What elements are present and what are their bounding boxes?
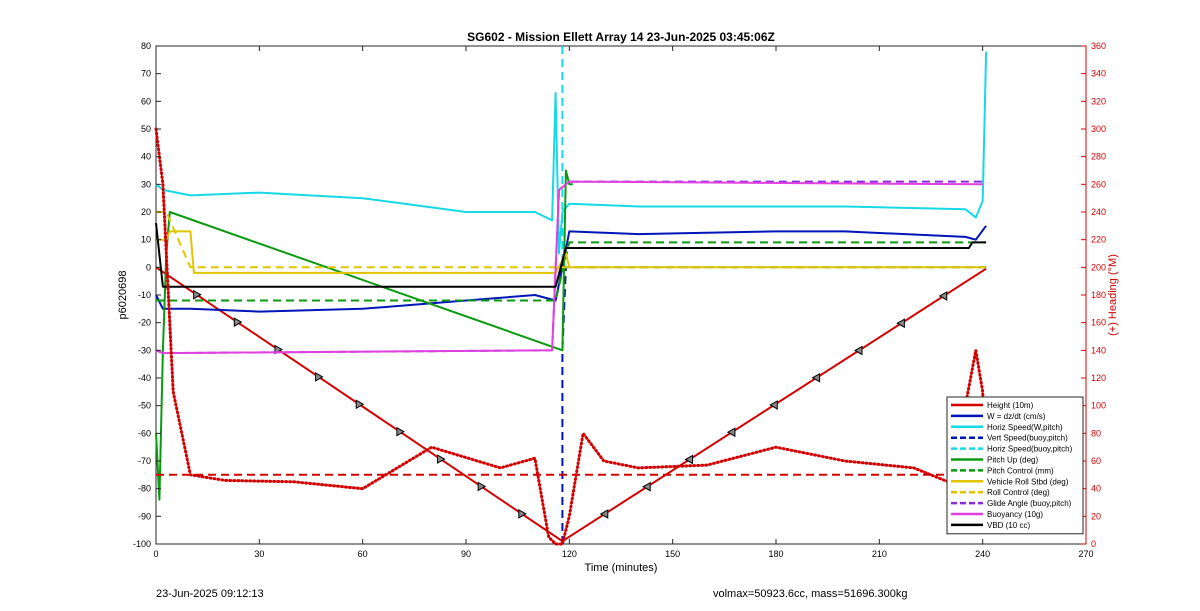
height-marker xyxy=(477,481,487,492)
right-tick-label: 240 xyxy=(1091,207,1106,217)
series-line-11 xyxy=(155,222,987,288)
right-tick-label: 0 xyxy=(1091,539,1096,549)
axes-layer: 0 30 60 90 120 150 180 210 240 270 80 70 60 50 40 30 20 1… xyxy=(133,41,1106,559)
y-tick-label: -70 xyxy=(138,456,151,466)
legend-entry: Glide Angle (buoy,pitch) xyxy=(987,499,1072,508)
y-tick-label: -80 xyxy=(138,484,151,494)
legend-entry: VBD (10 cc) xyxy=(987,521,1030,530)
height-marker xyxy=(315,372,324,382)
y-tick-label: 10 xyxy=(141,235,151,245)
y-tick-label: 40 xyxy=(141,152,151,162)
series-line-6 xyxy=(156,241,987,302)
right-tick-label: 140 xyxy=(1091,345,1106,355)
series-layer xyxy=(154,46,988,546)
y-tick-label: -20 xyxy=(138,318,151,328)
height-marker xyxy=(854,345,863,356)
height-marker xyxy=(811,372,821,383)
height-marker xyxy=(642,481,651,492)
legend-entry: Vehicle Roll Stbd (deg) xyxy=(987,477,1069,486)
y-tick-label: -40 xyxy=(138,373,151,383)
right-tick-label: 180 xyxy=(1091,290,1106,300)
legend-entry: W = dz/dt (cm/s) xyxy=(987,412,1046,421)
y-tick-label: -90 xyxy=(138,511,151,521)
legend-entry: Pitch Up (deg) xyxy=(987,456,1038,465)
height-marker xyxy=(437,454,446,464)
height-marker xyxy=(726,427,736,438)
legend-entry: Horiz Speed(W,pitch) xyxy=(987,423,1063,432)
right-tick-label: 80 xyxy=(1091,428,1101,438)
footer-timestamp: 23-Jun-2025 09:12:13 xyxy=(156,588,264,600)
right-tick-label: 40 xyxy=(1091,484,1101,494)
x-tick-label: 0 xyxy=(153,549,158,559)
series-line-12 xyxy=(154,127,988,546)
height-marker xyxy=(684,454,694,465)
series-line-8 xyxy=(156,211,987,269)
x-tick-label: 150 xyxy=(665,549,680,559)
y-tick-label: -10 xyxy=(138,290,151,300)
right-tick-label: 260 xyxy=(1091,179,1106,189)
height-marker xyxy=(355,399,365,410)
y-tick-label: 70 xyxy=(141,69,151,79)
y-tick-label: 20 xyxy=(141,207,151,217)
legend-entry: Pitch Control (mm) xyxy=(987,466,1054,475)
legend-entry: Vert Speed(buoy,pitch) xyxy=(987,434,1068,443)
x-tick-label: 30 xyxy=(254,549,264,559)
right-tick-label: 280 xyxy=(1091,152,1106,162)
right-tick-label: 320 xyxy=(1091,96,1106,106)
legend-entry: Roll Control (deg) xyxy=(987,488,1050,497)
height-marker xyxy=(233,317,243,327)
right-tick-label: 60 xyxy=(1091,456,1101,466)
right-tick-label: 160 xyxy=(1091,318,1106,328)
right-tick-label: 20 xyxy=(1091,511,1101,521)
series-line-7 xyxy=(156,230,987,274)
y-tick-label: -100 xyxy=(133,539,151,549)
y-tick-label: 0 xyxy=(146,262,151,272)
x-tick-label: 90 xyxy=(461,549,471,559)
right-tick-label: 120 xyxy=(1091,373,1106,383)
right-tick-label: 340 xyxy=(1091,69,1106,79)
y-tick-label: 50 xyxy=(141,124,151,134)
legend-entry: Buoyancy (10g) xyxy=(987,510,1043,519)
series-line-5 xyxy=(155,169,573,501)
y-tick-label: 80 xyxy=(141,41,151,51)
x-tick-label: 270 xyxy=(1078,549,1093,559)
footer-mass-info: volmax=50923.6cc, mass=51696.300kg xyxy=(713,588,908,600)
height-marker xyxy=(938,291,948,301)
legend-entry: Horiz Speed(buoy,pitch) xyxy=(987,445,1073,454)
plot-area xyxy=(155,45,1087,545)
right-tick-label: 200 xyxy=(1091,262,1106,272)
right-tick-label: 100 xyxy=(1091,401,1106,411)
height-marker xyxy=(769,400,778,410)
y-tick-label: 30 xyxy=(141,179,151,189)
legend-entry: Height (10m) xyxy=(987,401,1034,410)
legend-box xyxy=(946,396,1084,535)
y-tick-label: -50 xyxy=(138,401,151,411)
series-line-2 xyxy=(155,51,988,255)
x-tick-label: 60 xyxy=(358,549,368,559)
right-axis-label: (+) Heading (°M) xyxy=(1107,254,1119,336)
right-tick-label: 300 xyxy=(1091,124,1106,134)
legend: Height (10m) W = dz/dt (cm/s) Horiz Speed(… xyxy=(946,396,1084,535)
height-marker xyxy=(896,318,905,329)
x-tick-label: 210 xyxy=(872,549,887,559)
height-marker xyxy=(518,508,527,519)
y-axis-label: p6020698 xyxy=(117,271,129,320)
x-axis-label: Time (minutes) xyxy=(585,562,658,574)
y-tick-label: 60 xyxy=(141,96,151,106)
x-tick-label: 240 xyxy=(975,549,990,559)
y-tick-label: -60 xyxy=(138,428,151,438)
height-marker xyxy=(396,426,405,437)
x-tick-label: 120 xyxy=(562,549,577,559)
right-tick-label: 220 xyxy=(1091,235,1106,245)
chart-title: SG602 - Mission Ellett Array 14 23-Jun-2… xyxy=(467,30,775,44)
series-line-10 xyxy=(155,180,983,355)
height-marker xyxy=(599,509,609,519)
y-tick-label: -30 xyxy=(138,345,151,355)
height-marker xyxy=(193,289,202,300)
right-tick-label: 360 xyxy=(1091,41,1106,51)
x-tick-label: 180 xyxy=(768,549,783,559)
